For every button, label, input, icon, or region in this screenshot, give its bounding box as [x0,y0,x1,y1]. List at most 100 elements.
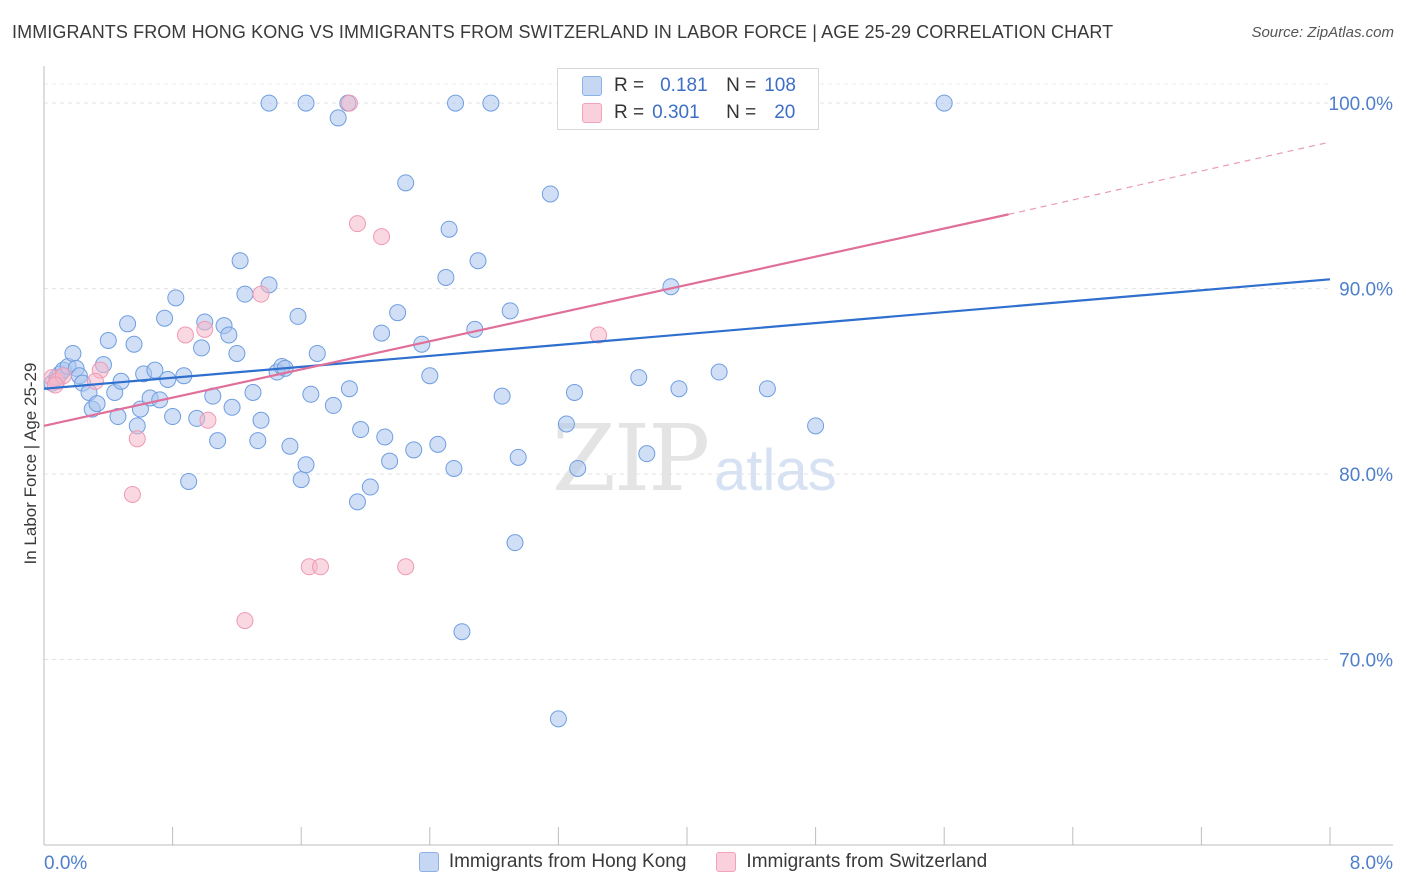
hong-kong-point [557,415,575,433]
legend-item-hong-kong[interactable]: Immigrants from Hong Kong [418,851,687,873]
switzerland-point [252,285,270,303]
hong-kong-point [249,432,267,450]
hong-kong-point [348,493,366,511]
stats-n-label: N = [726,102,757,123]
switzerland-point [46,376,64,394]
stats-swatch-switzerland [582,103,602,123]
hong-kong-point [509,448,527,466]
hong-kong-point [180,472,198,490]
hong-kong-point [308,344,326,362]
legend-label-switzerland: Immigrants from Switzerland [746,851,988,872]
switzerland-trend-extension [1008,141,1331,215]
hong-kong-point [482,94,500,112]
watermark: ZIP atlas [552,405,837,512]
hong-kong-point [324,396,342,414]
hong-kong-point [549,710,567,728]
hong-kong-point [389,304,407,322]
hong-kong-point [445,459,463,477]
switzerland-point [340,94,358,112]
hong-kong-point [469,252,487,270]
y-tick-label: 80.0% [1339,465,1393,486]
hong-kong-point [119,315,137,333]
hong-kong-point [231,252,249,270]
hong-kong-point [565,383,583,401]
chart-title: IMMIGRANTS FROM HONG KONG VS IMMIGRANTS … [12,22,1114,42]
switzerland-point [196,320,214,338]
y-tick-label: 90.0% [1339,280,1393,301]
switzerland-point [176,326,194,344]
hong-kong-point [710,363,728,381]
hong-kong-point [289,307,307,325]
stats-row-switzerland: R = 0.301 N = 20 [582,100,795,126]
hong-kong-point [440,220,458,238]
hong-kong-point [236,285,254,303]
source-credit[interactable]: Source: ZipAtlas.com [1251,24,1394,41]
hong-kong-point [228,344,246,362]
hong-kong-point [935,94,953,112]
switzerland-point [236,612,254,630]
hong-kong-point [447,94,465,112]
stats-n-label: N = [726,75,757,96]
hong-kong-point [156,309,174,327]
legend-item-switzerland[interactable]: Immigrants from Switzerland [716,851,987,873]
stats-row-hong-kong: R = 0.181 N = 108 [582,73,796,99]
switzerland-point [590,326,608,344]
hong-kong-point [352,421,370,439]
hong-kong-point [125,335,143,353]
hong-kong-point [506,534,524,552]
stats-n-value: 108 [764,75,796,96]
hong-kong-point [209,432,227,450]
hong-kong-point [501,302,519,320]
hong-kong-point [630,369,648,387]
switzerland-point [373,228,391,246]
stats-r-label: R = [614,102,645,123]
switzerland-point [311,558,329,576]
legend-swatch-switzerland [716,852,737,872]
hong-kong-point [167,289,185,307]
stats-r-value: 0.181 [660,75,708,96]
switzerland-point [86,372,104,390]
hong-kong-point [146,361,164,379]
switzerland-point [348,215,366,233]
hong-kong-point [193,339,211,357]
y-tick-label: 70.0% [1339,651,1393,672]
switzerland-point [128,430,146,448]
hong-kong-point [405,441,423,459]
stats-n-value: 20 [774,102,796,123]
hong-kong-point [429,435,447,453]
hong-kong-point [297,456,315,474]
legend: Immigrants from Hong Kong Immigrants fro… [0,851,1406,873]
hong-kong-point [64,344,82,362]
watermark-atlas: atlas [714,438,837,503]
switzerland-trend-line [43,213,1009,427]
hong-kong-point [437,268,455,286]
hong-kong-point [281,437,299,455]
hong-kong-point [670,380,688,398]
hong-kong-point [453,623,471,641]
hong-kong-point [220,326,238,344]
hong-kong-point [807,417,825,435]
hong-kong-point [569,459,587,477]
hong-kong-point [421,367,439,385]
hong-kong-point [292,471,310,489]
hong-kong-point [376,428,394,446]
x-tick-label-max: 8.0% [1350,853,1393,874]
hong-kong-point [361,478,379,496]
hong-kong-point [329,109,347,127]
stats-r-value: 0.301 [652,102,700,123]
legend-label-hong-kong: Immigrants from Hong Kong [448,851,687,872]
hong-kong-point [297,94,315,112]
watermark-zip: ZIP [552,405,710,512]
hong-kong-point [244,383,262,401]
y-axis-label: In Labor Force | Age 25-29 [21,363,40,565]
x-tick-label-min: 0.0% [44,853,87,874]
hong-kong-point [373,324,391,342]
switzerland-point [123,485,141,503]
hong-kong-point [541,185,559,203]
stats-box: R = 0.181 N = 108 R = 0.301 N = 20 [557,68,819,130]
hong-kong-point [260,94,278,112]
stats-swatch-hong-kong [582,76,602,96]
hong-kong-point [99,332,117,350]
hong-kong-point [758,380,776,398]
